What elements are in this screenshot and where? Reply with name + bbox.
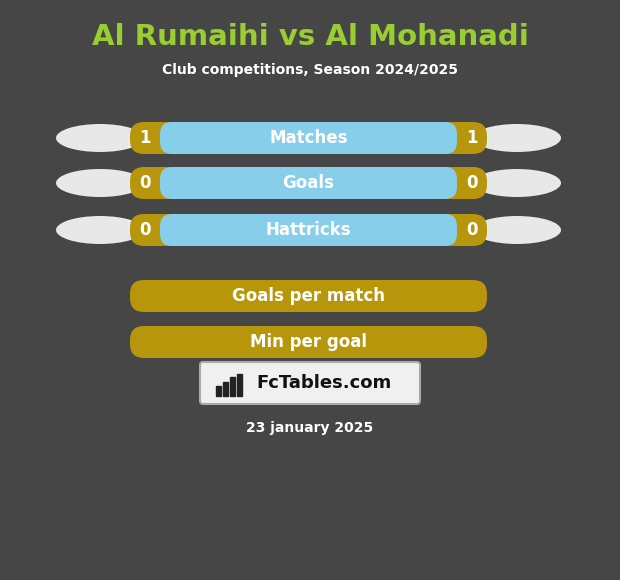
Text: Min per goal: Min per goal	[250, 333, 367, 351]
FancyBboxPatch shape	[160, 122, 457, 154]
Text: 0: 0	[466, 174, 478, 192]
Text: 0: 0	[140, 221, 151, 239]
Ellipse shape	[473, 216, 561, 244]
Text: FcTables.com: FcTables.com	[256, 374, 391, 392]
Ellipse shape	[56, 169, 144, 197]
Text: 1: 1	[466, 129, 478, 147]
Text: Matches: Matches	[269, 129, 348, 147]
Bar	[216, 386, 221, 396]
FancyBboxPatch shape	[200, 362, 420, 404]
Bar	[223, 382, 228, 396]
Text: 23 january 2025: 23 january 2025	[246, 421, 374, 435]
Text: Goals per match: Goals per match	[232, 287, 385, 305]
Ellipse shape	[56, 216, 144, 244]
Text: Hattricks: Hattricks	[266, 221, 352, 239]
FancyBboxPatch shape	[160, 214, 457, 246]
FancyBboxPatch shape	[130, 167, 487, 199]
Text: Goals: Goals	[283, 174, 334, 192]
Text: Al Rumaihi vs Al Mohanadi: Al Rumaihi vs Al Mohanadi	[92, 23, 528, 51]
Text: 1: 1	[140, 129, 151, 147]
FancyBboxPatch shape	[160, 167, 457, 199]
Ellipse shape	[473, 169, 561, 197]
FancyBboxPatch shape	[130, 326, 487, 358]
FancyBboxPatch shape	[130, 280, 487, 312]
Ellipse shape	[56, 124, 144, 152]
Ellipse shape	[473, 124, 561, 152]
FancyBboxPatch shape	[130, 122, 487, 154]
Text: 0: 0	[466, 221, 478, 239]
Text: 0: 0	[140, 174, 151, 192]
FancyBboxPatch shape	[130, 214, 487, 246]
Bar	[230, 377, 235, 396]
Text: Club competitions, Season 2024/2025: Club competitions, Season 2024/2025	[162, 63, 458, 77]
Bar	[237, 374, 242, 396]
